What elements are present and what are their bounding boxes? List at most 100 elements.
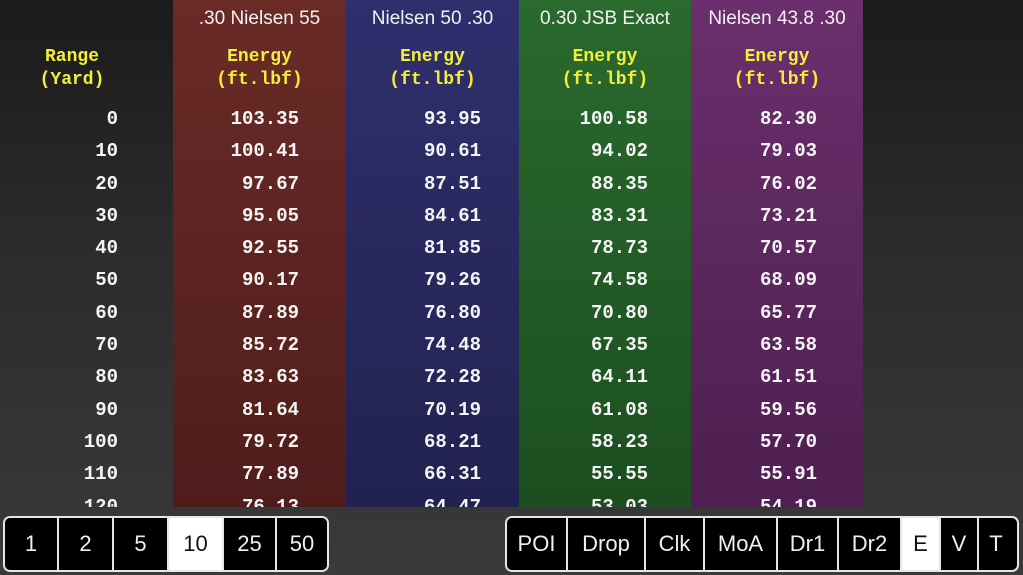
energy-cell: 64.11 [590, 366, 648, 389]
view-button-e[interactable]: E [900, 518, 939, 570]
energy-cell: 83.31 [590, 204, 648, 227]
range-cell: 50 [95, 269, 118, 292]
energy-cells: 100.58 94.02 88.35 83.31 78.73 74.58 70.80 67.3… [519, 107, 691, 507]
step-button-10[interactable]: 10 [167, 518, 222, 570]
energy-cell: 92.55 [241, 237, 299, 260]
range-cell: 100 [83, 430, 118, 453]
energy-cell: 81.85 [423, 237, 481, 260]
energy-cell: 82.30 [759, 108, 817, 130]
view-button-clk[interactable]: Clk [644, 518, 703, 570]
range-cell: 30 [95, 204, 118, 227]
energy-cell: 83.63 [241, 366, 299, 389]
energy-cells: 82.30 79.03 76.02 73.21 70.57 68.09 65.77 63.58… [691, 107, 863, 507]
energy-cell: 87.89 [241, 301, 299, 324]
energy-cell: 97.67 [241, 172, 299, 195]
energy-header: Energy (ft.lbf) [733, 47, 821, 90]
energy-cell: 79.26 [423, 269, 481, 292]
step-button-2[interactable]: 2 [57, 518, 112, 570]
energy-cells: 103.35 100.41 97.67 95.05 92.55 90.17 87.89 85.… [173, 107, 346, 507]
energy-cell: 93.95 [423, 108, 481, 130]
energy-cell: 76.02 [759, 172, 817, 195]
energy-header: Energy (ft.lbf) [561, 47, 649, 90]
view-button-dr2[interactable]: Dr2 [837, 518, 900, 570]
energy-cell: 70.19 [423, 398, 481, 421]
range-cell: 0 [106, 108, 118, 130]
pellet-name[interactable]: .30 Nielsen 55 [198, 8, 321, 29]
energy-cell: 76.13 [241, 495, 299, 507]
view-button-v[interactable]: V [939, 518, 977, 570]
view-mode-selector: POI Drop Clk MoA Dr1 Dr2 E V T [505, 516, 1019, 572]
energy-cell: 67.35 [590, 334, 648, 357]
energy-cell: 78.73 [590, 237, 648, 260]
energy-cell: 77.89 [241, 463, 299, 486]
view-button-t[interactable]: T [977, 518, 1013, 570]
energy-cell: 87.51 [423, 172, 481, 195]
pellet-name[interactable]: Nielsen 50 .30 [371, 8, 494, 29]
range-column: Range (Yard) 0 10 20 30 40 50 60 70 80 90 100 110 12… [0, 0, 173, 507]
energy-cell: 79.72 [241, 430, 299, 453]
range-cell: 90 [95, 398, 118, 421]
energy-cell: 55.55 [590, 463, 648, 486]
energy-cell: 103.35 [230, 108, 299, 130]
energy-cell: 81.64 [241, 398, 299, 421]
energy-header: Energy (ft.lbf) [389, 47, 476, 90]
range-cell: 10 [95, 140, 118, 163]
range-cells: 0 10 20 30 40 50 60 70 80 90 100 110 120 [0, 107, 173, 507]
energy-cell: 79.03 [759, 140, 817, 163]
pellet-name[interactable]: Nielsen 43.8 .30 [708, 8, 846, 29]
pellet-column-0: .30 Nielsen 55 Energy (ft.lbf) 103.35 100… [173, 0, 346, 507]
energy-cell: 90.17 [241, 269, 299, 292]
energy-cell: 68.09 [759, 269, 817, 292]
range-cell: 40 [95, 237, 118, 260]
energy-cell: 54.19 [759, 495, 817, 507]
energy-cell: 68.21 [423, 430, 481, 453]
step-button-1[interactable]: 1 [5, 518, 57, 570]
energy-header: Energy (ft.lbf) [216, 47, 303, 90]
energy-cell: 95.05 [241, 204, 299, 227]
energy-cell: 100.41 [230, 140, 299, 163]
energy-cell: 53.03 [590, 495, 648, 507]
energy-cell: 65.77 [759, 301, 817, 324]
step-button-25[interactable]: 25 [222, 518, 275, 570]
energy-cell: 84.61 [423, 204, 481, 227]
pellet-column-3: Nielsen 43.8 .30 Energy (ft.lbf) 82.30 79… [691, 0, 863, 507]
pellet-name[interactable]: 0.30 JSB Exact [540, 8, 670, 29]
energy-cell: 63.58 [759, 334, 817, 357]
energy-cell: 72.28 [423, 366, 481, 389]
energy-cell: 70.57 [759, 237, 817, 260]
range-cell: 20 [95, 172, 118, 195]
energy-cell: 94.02 [590, 140, 648, 163]
energy-cell: 88.35 [590, 172, 648, 195]
energy-cell: 55.91 [759, 463, 817, 486]
energy-cell: 61.08 [590, 398, 648, 421]
energy-cell: 73.21 [759, 204, 817, 227]
range-cell: 60 [95, 301, 118, 324]
energy-cell: 76.80 [423, 301, 481, 324]
energy-cell: 70.80 [590, 301, 648, 324]
energy-cell: 100.58 [579, 108, 648, 130]
energy-cell: 90.61 [423, 140, 481, 163]
step-button-50[interactable]: 50 [275, 518, 327, 570]
energy-cell: 74.48 [423, 334, 481, 357]
energy-cell: 66.31 [423, 463, 481, 486]
range-cell: 120 [83, 495, 118, 507]
range-column-header: Range (Yard) [39, 47, 105, 90]
energy-cell: 59.56 [759, 398, 817, 421]
energy-cell: 85.72 [241, 334, 299, 357]
pellet-column-2: 0.30 JSB Exact Energy (ft.lbf) 100.58 94.… [519, 0, 691, 507]
view-button-moa[interactable]: MoA [703, 518, 776, 570]
range-cell: 80 [95, 366, 118, 389]
view-button-dr1[interactable]: Dr1 [776, 518, 837, 570]
view-button-drop[interactable]: Drop [566, 518, 644, 570]
view-button-poi[interactable]: POI [507, 518, 566, 570]
range-step-selector: 1 2 5 10 25 50 [3, 516, 329, 572]
energy-cell: 74.58 [590, 269, 648, 292]
pellet-column-1: Nielsen 50 .30 Energy (ft.lbf) 93.95 90.6… [346, 0, 519, 507]
energy-cell: 57.70 [759, 430, 817, 453]
step-button-5[interactable]: 5 [112, 518, 167, 570]
energy-cell: 61.51 [759, 366, 817, 389]
energy-cell: 64.47 [423, 495, 481, 507]
range-cell: 70 [95, 334, 118, 357]
energy-cells: 93.95 90.61 87.51 84.61 81.85 79.26 76.80 74.48… [346, 107, 519, 507]
range-cell: 110 [83, 463, 118, 486]
